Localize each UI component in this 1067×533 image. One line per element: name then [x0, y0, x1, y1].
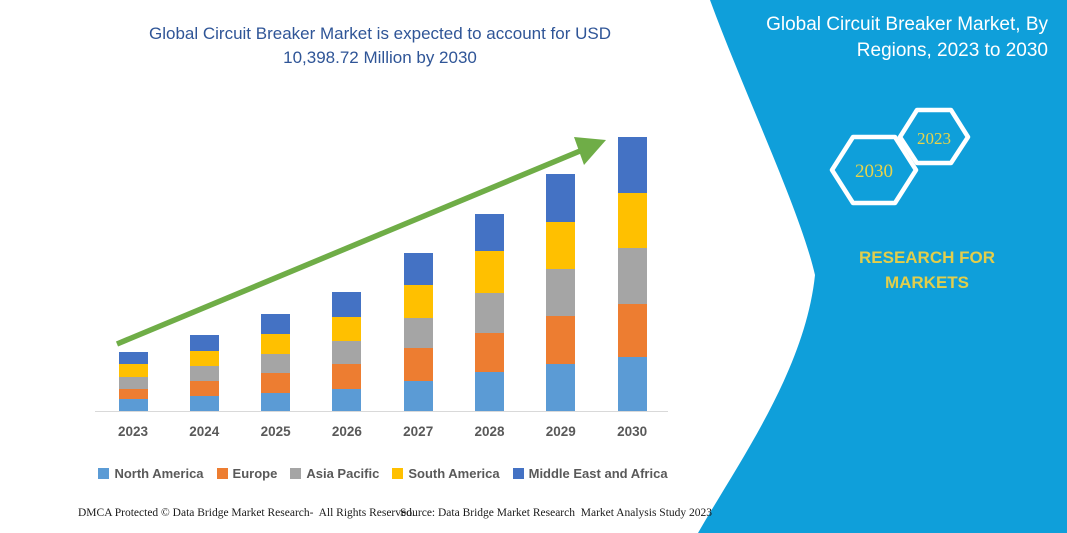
- legend-swatch: [392, 468, 404, 479]
- trend-arrow-head: [574, 137, 606, 165]
- legend-item: Europe: [216, 466, 278, 481]
- x-axis-label: 2025: [260, 424, 291, 439]
- stacked-bar-2028: [475, 214, 504, 411]
- bar-segment-europe: [546, 316, 576, 365]
- legend-item: South America: [392, 466, 500, 481]
- x-axis-label: 2027: [403, 424, 434, 439]
- x-axis-label: 2030: [617, 424, 648, 439]
- brand-text: RESEARCH FOR MARKETS: [858, 248, 995, 292]
- chart-legend: North America Europe Asia Pacific South Ame…: [78, 466, 688, 481]
- stacked-bar-2027: [403, 253, 433, 411]
- hexagon-2023-outline: [897, 107, 971, 166]
- bar-segment-south-america: [403, 284, 433, 318]
- bar-segment-middle-east-and-africa: [546, 174, 576, 222]
- bar-segment-south-america: [332, 316, 362, 341]
- bar-segment-south-america: [546, 221, 576, 270]
- x-axis-label: 2029: [545, 424, 576, 439]
- bar-segment-north-america: [332, 388, 362, 411]
- chart-title-line1: Global Circuit Breaker Market is expecte…: [148, 24, 612, 43]
- side-panel-title: Global Circuit Breaker Market, By Region…: [748, 12, 1048, 64]
- stacked-bar-2024: [189, 335, 219, 411]
- x-axis-labels: 2023 2024 2025 2026 2027 2028 2029 2030: [95, 424, 668, 442]
- bar-segment-europe: [617, 303, 647, 358]
- bar-segment-europe: [403, 347, 433, 381]
- bar-segment-asia-pacific: [118, 376, 148, 389]
- legend-item: Asia Pacific: [290, 466, 379, 481]
- bar-segment-middle-east-and-africa: [403, 253, 433, 285]
- side-panel-title-line1: Global Circuit Breaker Market, By: [766, 14, 1048, 35]
- bar-segment-asia-pacific: [475, 292, 504, 334]
- teal-panel-shape: [698, 0, 1067, 533]
- hexagon-2030-outline: [829, 134, 919, 206]
- bar-segment-asia-pacific: [189, 365, 219, 381]
- legend-item: North America: [98, 466, 204, 481]
- bar-segment-asia-pacific: [403, 317, 433, 348]
- footer-dmca-text: DMCA Protected © Data Bridge Market Rese…: [78, 507, 415, 519]
- bar-segment-north-america: [189, 396, 219, 411]
- trend-arrow: [115, 137, 606, 347]
- bar-segment-middle-east-and-africa: [475, 214, 504, 252]
- bar-segment-europe: [189, 380, 219, 397]
- bar-segment-north-america: [546, 364, 576, 411]
- hexagon-2030-label: 2030: [855, 161, 893, 182]
- bar-segment-middle-east-and-africa: [332, 292, 362, 317]
- legend-swatch: [216, 468, 228, 479]
- stacked-bar-2023: [118, 351, 148, 411]
- legend-label: South America: [408, 466, 500, 481]
- bar-segment-north-america: [475, 372, 504, 411]
- legend-swatch: [512, 468, 524, 479]
- bar-segment-north-america: [261, 392, 291, 411]
- legend-label: Middle East and Africa: [528, 466, 668, 481]
- chart-title: Global Circuit Breaker Market is expecte…: [80, 22, 680, 70]
- stacked-bar-2025: [261, 313, 291, 411]
- bar-segment-middle-east-and-africa: [617, 137, 647, 193]
- side-panel-title-line2: Regions, 2023 to 2030: [856, 40, 1048, 61]
- legend-swatch: [290, 468, 302, 479]
- stacked-bar-2026: [332, 292, 362, 411]
- bar-segment-europe: [475, 333, 504, 373]
- x-axis-line: [95, 411, 668, 412]
- bar-segment-south-america: [261, 333, 291, 354]
- x-axis-label: 2023: [117, 424, 149, 439]
- bar-segment-middle-east-and-africa: [189, 335, 219, 351]
- bar-segment-asia-pacific: [617, 247, 647, 304]
- x-axis-label: 2024: [189, 424, 220, 439]
- bar-segment-middle-east-and-africa: [118, 351, 148, 365]
- x-axis-label: 2028: [474, 424, 505, 439]
- stacked-bar-2029: [546, 174, 576, 411]
- bar-segment-south-america: [118, 364, 148, 377]
- bar-segment-north-america: [118, 399, 148, 411]
- bar-segment-north-america: [403, 380, 433, 411]
- legend-label: Europe: [232, 466, 278, 481]
- bar-segment-middle-east-and-africa: [261, 313, 291, 334]
- bar-segment-asia-pacific: [546, 269, 576, 317]
- stacked-bar-2030: [617, 137, 647, 411]
- legend-item: Middle East and Africa: [512, 466, 668, 481]
- bar-segment-south-america: [189, 350, 219, 366]
- bar-segment-south-america: [475, 251, 504, 293]
- chart-plot-area: [95, 118, 668, 412]
- legend-label: North America: [114, 466, 204, 481]
- x-axis-label: 2026: [331, 424, 362, 439]
- hexagon-2023-label: 2023: [917, 129, 951, 148]
- legend-label: Asia Pacific: [306, 466, 380, 481]
- bar-segment-asia-pacific: [332, 340, 362, 364]
- bar-segment-europe: [261, 372, 291, 393]
- bar-segment-europe: [118, 388, 148, 400]
- legend-swatch: [98, 468, 110, 479]
- bar-segment-north-america: [617, 357, 647, 411]
- trend-arrow-line: [115, 148, 582, 347]
- bar-segment-asia-pacific: [261, 353, 291, 373]
- bar-segment-europe: [332, 363, 362, 389]
- chart-title-line2: 10,398.72 Million by 2030: [283, 48, 477, 67]
- footer-source-text: Source: Data Bridge Market Research Mark…: [400, 507, 713, 519]
- bar-segment-south-america: [617, 192, 647, 248]
